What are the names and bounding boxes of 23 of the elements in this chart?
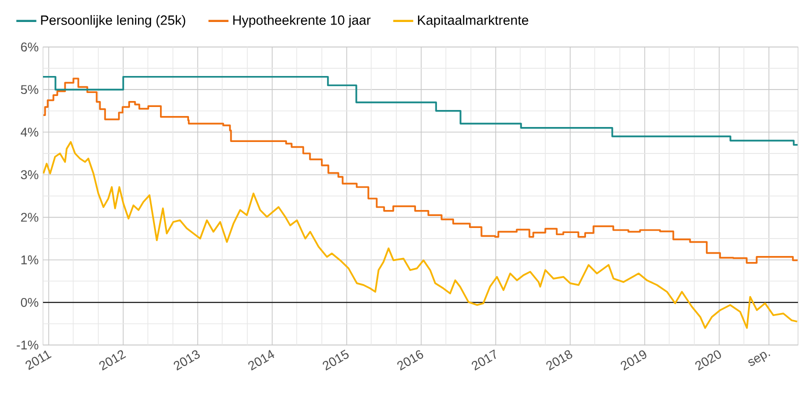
x-tick-label: 2017 — [472, 349, 496, 370]
y-tick-label: 0% — [20, 298, 38, 307]
x-tick-label: 2016 — [397, 350, 424, 370]
x-tick-label: 2014 — [248, 350, 274, 370]
y-tick-label: 5% — [20, 85, 38, 94]
x-tick-label: 2013 — [174, 350, 200, 370]
x-tick-label: 2020 — [695, 350, 721, 370]
y-tick-label: 1% — [21, 255, 38, 264]
y-tick-label: 6% — [21, 42, 38, 52]
x-tick-label: 2012 — [99, 350, 126, 370]
x-tick-label: 2019 — [620, 350, 646, 370]
legend-label: Kapitaalmarktrente — [418, 15, 528, 28]
x-tick-label: 2015 — [322, 350, 349, 370]
y-tick-label: 3% — [20, 170, 38, 180]
y-tick-label: -1% — [16, 340, 38, 350]
x-tick-label: 2018 — [546, 350, 572, 370]
x-tick-label: 2011 — [26, 350, 52, 370]
x-tick-label: sep. — [748, 352, 770, 366]
y-tick-label: 2% — [21, 212, 38, 222]
y-tick-label: 4% — [20, 128, 38, 137]
legend-label: Persoonlijke lening (25k) — [41, 15, 186, 28]
line-series — [43, 141, 798, 329]
legend-label: Hypotheekrente 10 jaar — [233, 15, 371, 28]
